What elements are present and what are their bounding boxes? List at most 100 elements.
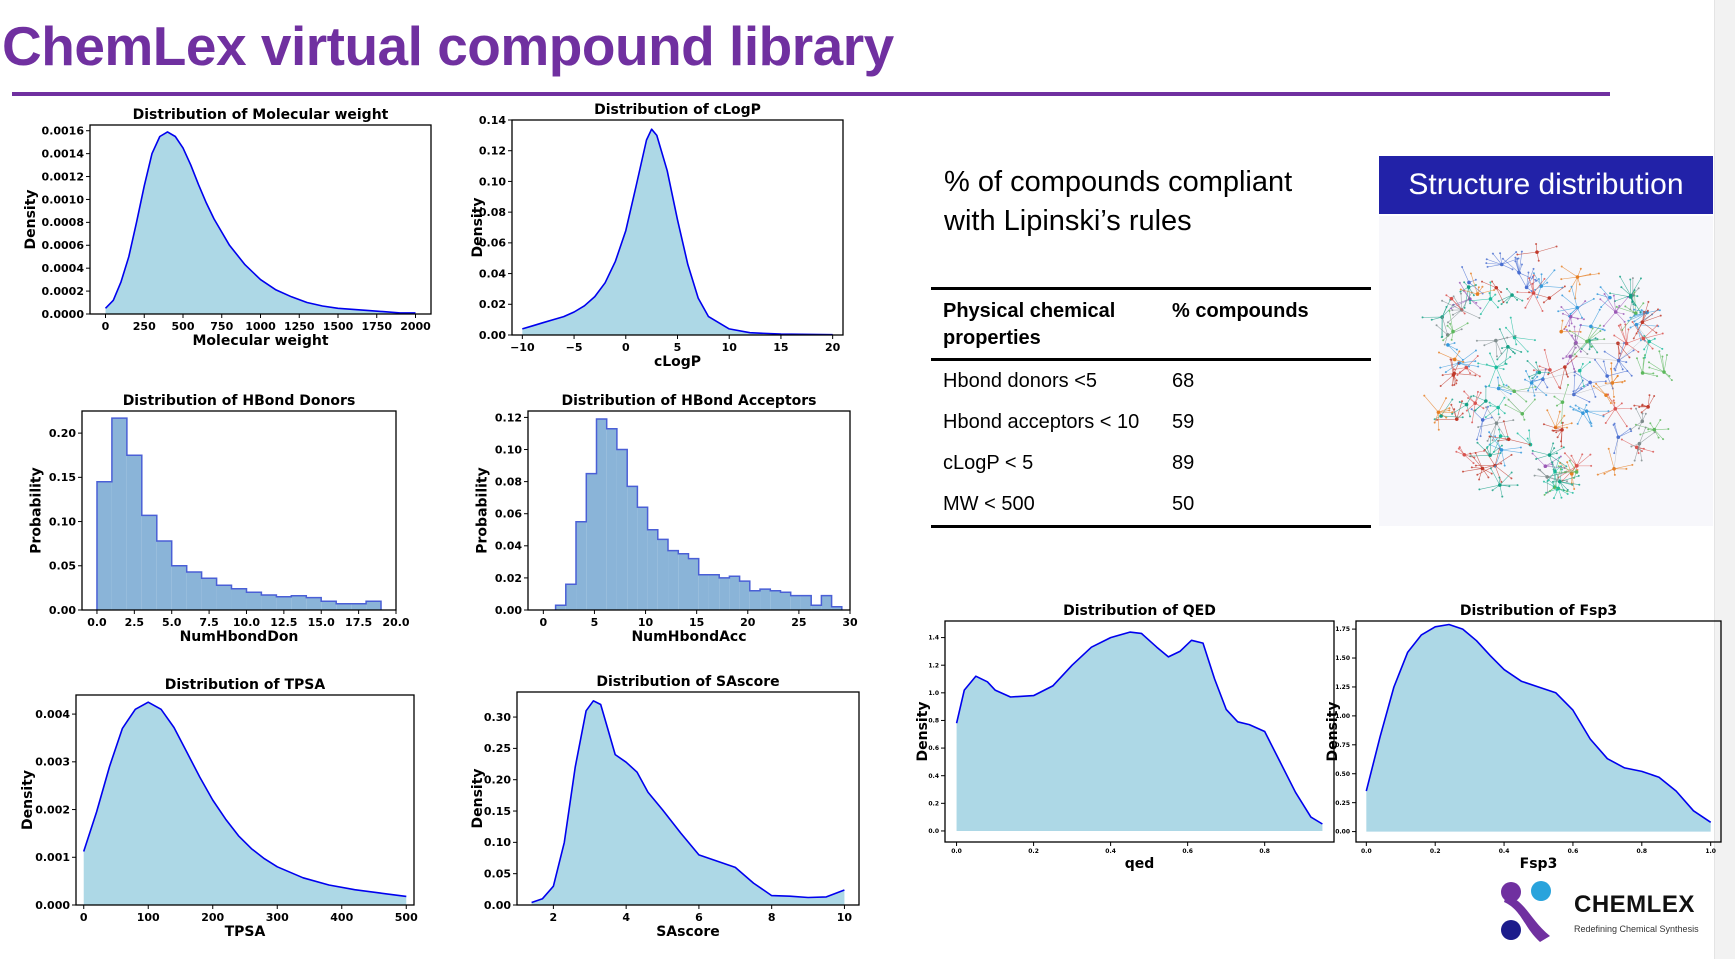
network-node bbox=[1472, 462, 1475, 465]
network-hub bbox=[1605, 374, 1609, 378]
network-node bbox=[1510, 453, 1513, 456]
network-edge bbox=[1642, 358, 1644, 373]
network-edge bbox=[1478, 363, 1497, 368]
network-edge bbox=[1558, 469, 1563, 489]
network-node bbox=[1665, 354, 1668, 357]
network-node bbox=[1493, 289, 1496, 292]
network-edge bbox=[1490, 468, 1501, 486]
network-edge bbox=[1642, 301, 1649, 323]
network-edge bbox=[1618, 360, 1632, 376]
network-node bbox=[1639, 277, 1642, 280]
network-node bbox=[1551, 429, 1554, 432]
network-edge bbox=[1501, 258, 1519, 265]
chart-hbond-donors: 0.0 2.5 5.0 7.5 10.0 12.5 15.0 17.5 20.0 0.00 0.05… bbox=[29, 393, 410, 645]
network-edge bbox=[1612, 380, 1625, 384]
histogram-bar bbox=[555, 605, 566, 610]
network-node bbox=[1634, 304, 1637, 307]
network-node bbox=[1430, 318, 1433, 321]
network-node bbox=[1623, 320, 1626, 323]
network-node bbox=[1552, 468, 1555, 471]
network-hub bbox=[1499, 262, 1504, 267]
plot-frame bbox=[516, 691, 860, 906]
network-node bbox=[1590, 422, 1593, 425]
density-line bbox=[1365, 623, 1712, 823]
network-node bbox=[1639, 433, 1642, 436]
network-hub bbox=[1604, 393, 1608, 397]
x-tick-label: 8 bbox=[768, 911, 776, 924]
network-node bbox=[1531, 282, 1534, 285]
network-node bbox=[1474, 278, 1477, 281]
x-axis-label: Molecular weight bbox=[192, 333, 328, 349]
network-node bbox=[1653, 337, 1656, 340]
network-node bbox=[1469, 415, 1472, 418]
network-hub bbox=[1569, 472, 1574, 476]
network-node bbox=[1502, 368, 1505, 371]
network-hub bbox=[1464, 365, 1469, 370]
chart-qed: 0.0 0.2 0.4 0.6 0.8 0.0 0.2 0.4 0.6 0.8 1.0 1.2 1.4 D… bbox=[915, 603, 1335, 872]
network-edge bbox=[1548, 366, 1566, 375]
network-node bbox=[1474, 284, 1477, 287]
network-node bbox=[1541, 376, 1544, 379]
network-node bbox=[1546, 480, 1549, 483]
network-edge bbox=[1510, 317, 1515, 338]
y-tick-label: 0.20 bbox=[49, 427, 76, 440]
network-node bbox=[1615, 305, 1618, 308]
network-edge bbox=[1469, 453, 1483, 469]
network-edge bbox=[1447, 344, 1464, 361]
network-edge bbox=[1489, 353, 1497, 368]
network-edge bbox=[1452, 322, 1468, 332]
network-node bbox=[1451, 411, 1454, 414]
network-node bbox=[1498, 384, 1501, 387]
network-node bbox=[1463, 281, 1466, 284]
network-edge bbox=[1607, 370, 1628, 377]
network-edge bbox=[1528, 291, 1550, 299]
y-tick-label: 0.02 bbox=[479, 298, 506, 311]
network-edge bbox=[1495, 287, 1504, 303]
network-node bbox=[1472, 294, 1475, 297]
histogram-bar bbox=[156, 541, 172, 610]
network-hub bbox=[1557, 479, 1562, 484]
network-edge bbox=[1610, 292, 1631, 298]
network-edge bbox=[1595, 383, 1607, 396]
x-tick-label: 20 bbox=[825, 341, 841, 354]
network-node bbox=[1603, 329, 1606, 332]
x-tick-label: 0.8 bbox=[1636, 848, 1647, 855]
scrollbar[interactable] bbox=[1714, 0, 1735, 959]
network-node bbox=[1607, 393, 1610, 396]
network-node bbox=[1446, 321, 1449, 324]
network-edge bbox=[1536, 246, 1557, 253]
y-tick-label: 0.50 bbox=[1335, 771, 1350, 778]
x-tick-label: 15 bbox=[689, 616, 704, 629]
network-node bbox=[1599, 286, 1602, 289]
network-node bbox=[1627, 328, 1630, 331]
chart-title: Distribution of HBond Acceptors bbox=[561, 393, 816, 409]
network-edge bbox=[1438, 352, 1455, 360]
density-area bbox=[531, 700, 845, 905]
network-node bbox=[1628, 356, 1631, 359]
network-node bbox=[1487, 405, 1490, 408]
histogram-bar bbox=[111, 418, 127, 610]
network-hub bbox=[1646, 405, 1650, 409]
x-tick-label: 0.8 bbox=[1259, 848, 1270, 855]
network-node bbox=[1582, 318, 1585, 321]
network-edge bbox=[1547, 410, 1556, 428]
network-node bbox=[1497, 428, 1500, 431]
network-node bbox=[1441, 374, 1444, 377]
network-node bbox=[1552, 442, 1555, 445]
network-node bbox=[1603, 338, 1606, 341]
network-node bbox=[1461, 412, 1464, 415]
network-edge bbox=[1562, 295, 1578, 308]
network-hub bbox=[1560, 428, 1564, 432]
network-node bbox=[1500, 352, 1503, 355]
network-node bbox=[1535, 279, 1538, 282]
y-tick-label: 1.4 bbox=[928, 635, 939, 642]
network-edge bbox=[1456, 401, 1463, 420]
network-hub bbox=[1451, 329, 1455, 334]
x-tick-label: 1.0 bbox=[1705, 848, 1716, 855]
histogram-bar bbox=[811, 605, 822, 610]
network-edge bbox=[1458, 362, 1479, 367]
y-tick-label: 1.0 bbox=[928, 690, 939, 697]
x-tick-label: 0 bbox=[102, 320, 110, 333]
network-edge bbox=[1481, 281, 1497, 289]
network-edge bbox=[1501, 264, 1513, 270]
